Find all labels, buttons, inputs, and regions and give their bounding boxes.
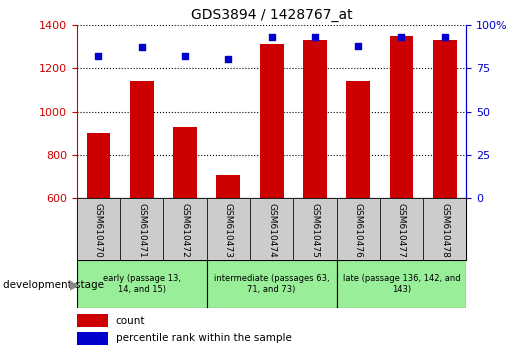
Bar	[216, 176, 240, 198]
Bar	[260, 44, 284, 198]
Bar	[337, 260, 466, 308]
Text: GSM610473: GSM610473	[224, 203, 233, 258]
Title: GDS3894 / 1428767_at: GDS3894 / 1428767_at	[191, 8, 352, 22]
Text: GSM610472: GSM610472	[181, 203, 190, 258]
Point	[311, 34, 319, 40]
Bar	[390, 36, 413, 198]
Point	[94, 53, 103, 59]
Bar	[423, 198, 466, 260]
Bar	[380, 198, 423, 260]
Bar	[77, 260, 207, 308]
Bar	[250, 198, 293, 260]
Text: GSM610478: GSM610478	[440, 203, 449, 258]
Point	[440, 34, 449, 40]
Text: GSM610476: GSM610476	[354, 203, 363, 258]
Bar	[120, 198, 163, 260]
Bar	[86, 133, 110, 198]
Point	[137, 45, 146, 50]
Bar	[77, 198, 120, 260]
Bar	[163, 198, 207, 260]
Bar	[77, 314, 108, 327]
Text: intermediate (passages 63,
71, and 73): intermediate (passages 63, 71, and 73)	[214, 274, 330, 294]
Point	[267, 34, 276, 40]
Point	[354, 43, 363, 48]
Point	[398, 34, 406, 40]
Bar	[346, 81, 370, 198]
Bar	[77, 332, 108, 345]
Bar	[337, 198, 380, 260]
Text: early (passage 13,
14, and 15): early (passage 13, 14, and 15)	[103, 274, 181, 294]
Text: count: count	[116, 316, 145, 326]
Point	[224, 57, 233, 62]
Bar	[207, 260, 337, 308]
Text: development stage: development stage	[3, 280, 104, 290]
Text: percentile rank within the sample: percentile rank within the sample	[116, 333, 292, 343]
Bar	[293, 198, 337, 260]
Bar	[207, 198, 250, 260]
Text: GSM610470: GSM610470	[94, 203, 103, 258]
Text: GSM610474: GSM610474	[267, 203, 276, 258]
FancyBboxPatch shape	[77, 198, 466, 260]
Bar	[433, 40, 457, 198]
Text: GSM610471: GSM610471	[137, 203, 146, 258]
Bar	[303, 40, 327, 198]
Point	[181, 53, 189, 59]
Bar	[173, 127, 197, 198]
Text: ▶: ▶	[70, 279, 80, 291]
Text: GSM610477: GSM610477	[397, 203, 406, 258]
Text: GSM610475: GSM610475	[311, 203, 320, 258]
Text: late (passage 136, 142, and
143): late (passage 136, 142, and 143)	[343, 274, 460, 294]
Bar	[130, 81, 154, 198]
